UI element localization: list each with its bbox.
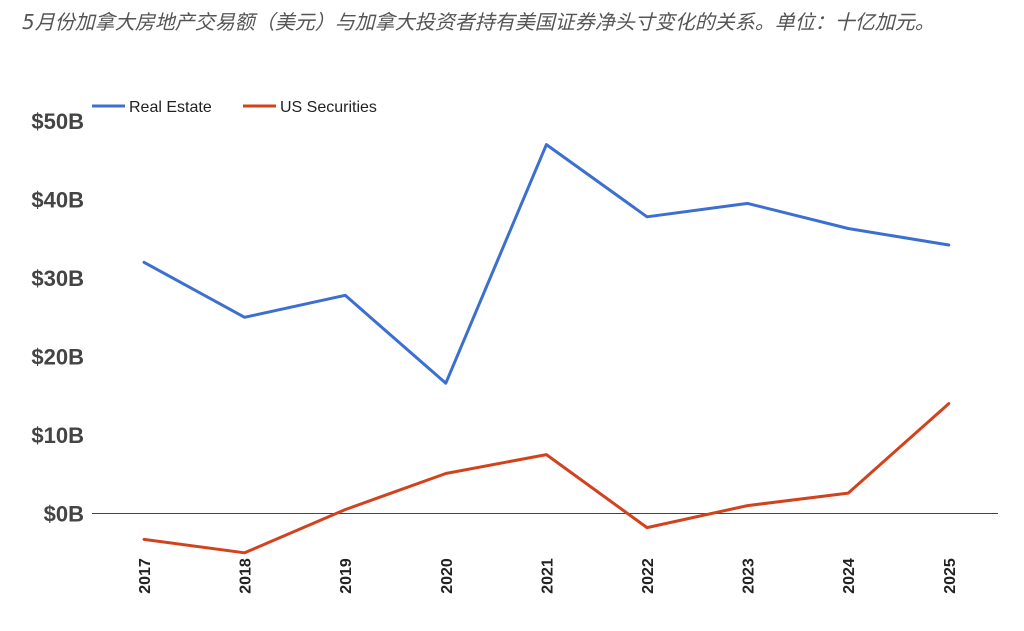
x-tick-label: 2020 (439, 558, 456, 594)
legend: Real Estate US Securities (92, 99, 377, 116)
y-tick-label: $50B (31, 109, 84, 134)
y-tick-label: $20B (31, 345, 84, 370)
y-tick-label: $30B (31, 266, 84, 291)
x-tick-label: 2025 (942, 558, 959, 594)
x-tick-label: 2019 (338, 558, 355, 594)
x-axis-ticks: 2017 2018 2019 2020 2021 2022 2023 2024 2025 (137, 558, 959, 594)
legend-label: Real Estate (129, 99, 212, 116)
series-lines (142, 143, 951, 555)
y-axis-ticks: $0B $10B $20B $30B $40B $50B (31, 109, 84, 527)
x-tick-label: 2017 (137, 558, 154, 594)
y-tick-label: $40B (31, 188, 84, 213)
x-tick-label: 2018 (238, 558, 255, 594)
legend-label: US Securities (280, 99, 377, 116)
x-tick-label: 2022 (640, 558, 657, 594)
series-line-real-estate (142, 143, 951, 385)
y-tick-label: $0B (44, 502, 84, 527)
series-line-us-securities (142, 402, 951, 555)
chart-title: 5月份加拿大房地产交易额（美元）与加拿大投资者持有美国证券净头寸变化的关系。单位… (22, 10, 935, 34)
y-tick-label: $10B (31, 423, 84, 448)
x-tick-label: 2024 (841, 558, 858, 594)
x-tick-label: 2023 (741, 558, 758, 594)
x-tick-label: 2021 (539, 558, 556, 594)
